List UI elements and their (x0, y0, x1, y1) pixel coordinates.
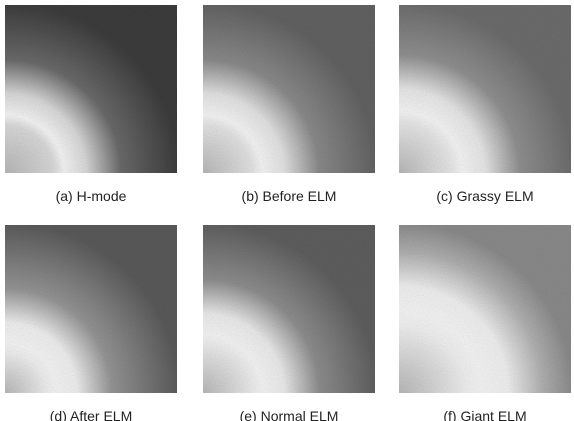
panel-image (5, 225, 177, 393)
panel-caption: (a) H-mode (56, 188, 127, 204)
panel-image (203, 225, 375, 393)
panel-caption: (b) Before ELM (242, 188, 337, 204)
figure: (a) H-mode (b) Before ELM (c) Grassy ELM (d… (0, 0, 574, 421)
panel-image (203, 5, 375, 173)
panel-caption: (c) Grassy ELM (436, 188, 533, 204)
panel-image (5, 5, 177, 173)
panel-image (399, 225, 571, 393)
panel-image (399, 5, 571, 173)
panel-caption: (e) Normal ELM (240, 408, 339, 421)
panel-caption: (d) After ELM (50, 408, 132, 421)
panel-caption: (f) Giant ELM (443, 408, 526, 421)
